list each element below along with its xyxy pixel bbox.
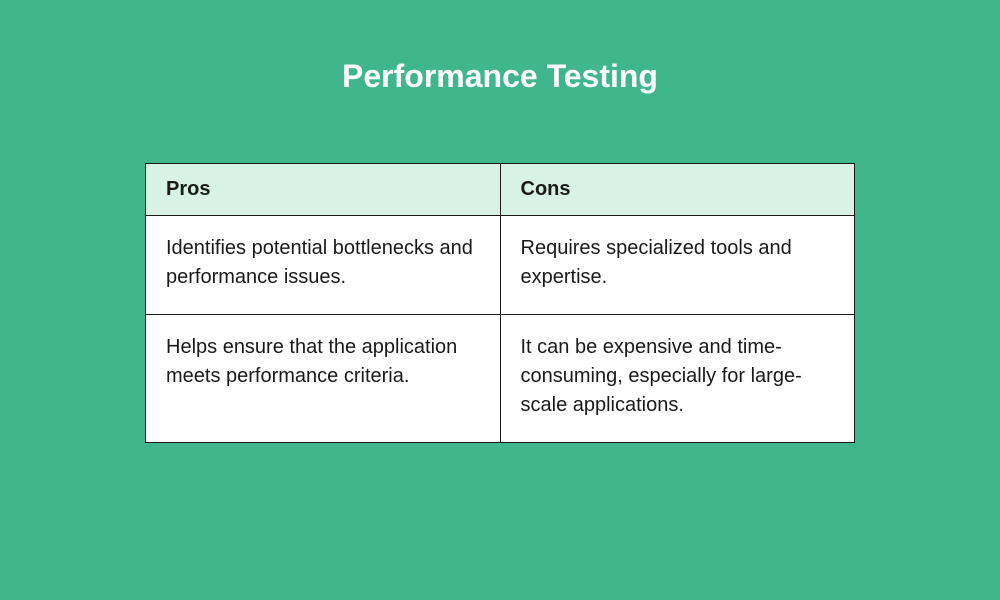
table-cell-cons: It can be expensive and time-consuming, …	[500, 315, 855, 443]
table-header-row: Pros Cons	[146, 164, 855, 216]
table-cell-pros: Helps ensure that the application meets …	[146, 315, 501, 443]
table-cell-pros: Identifies potential bottlenecks and per…	[146, 216, 501, 315]
page-title: Performance Testing	[342, 58, 658, 95]
table-row: Helps ensure that the application meets …	[146, 315, 855, 443]
table-row: Identifies potential bottlenecks and per…	[146, 216, 855, 315]
table-header-cons: Cons	[500, 164, 855, 216]
table-cell-cons: Requires specialized tools and expertise…	[500, 216, 855, 315]
pros-cons-table: Pros Cons Identifies potential bottlenec…	[145, 163, 855, 443]
table-header-pros: Pros	[146, 164, 501, 216]
